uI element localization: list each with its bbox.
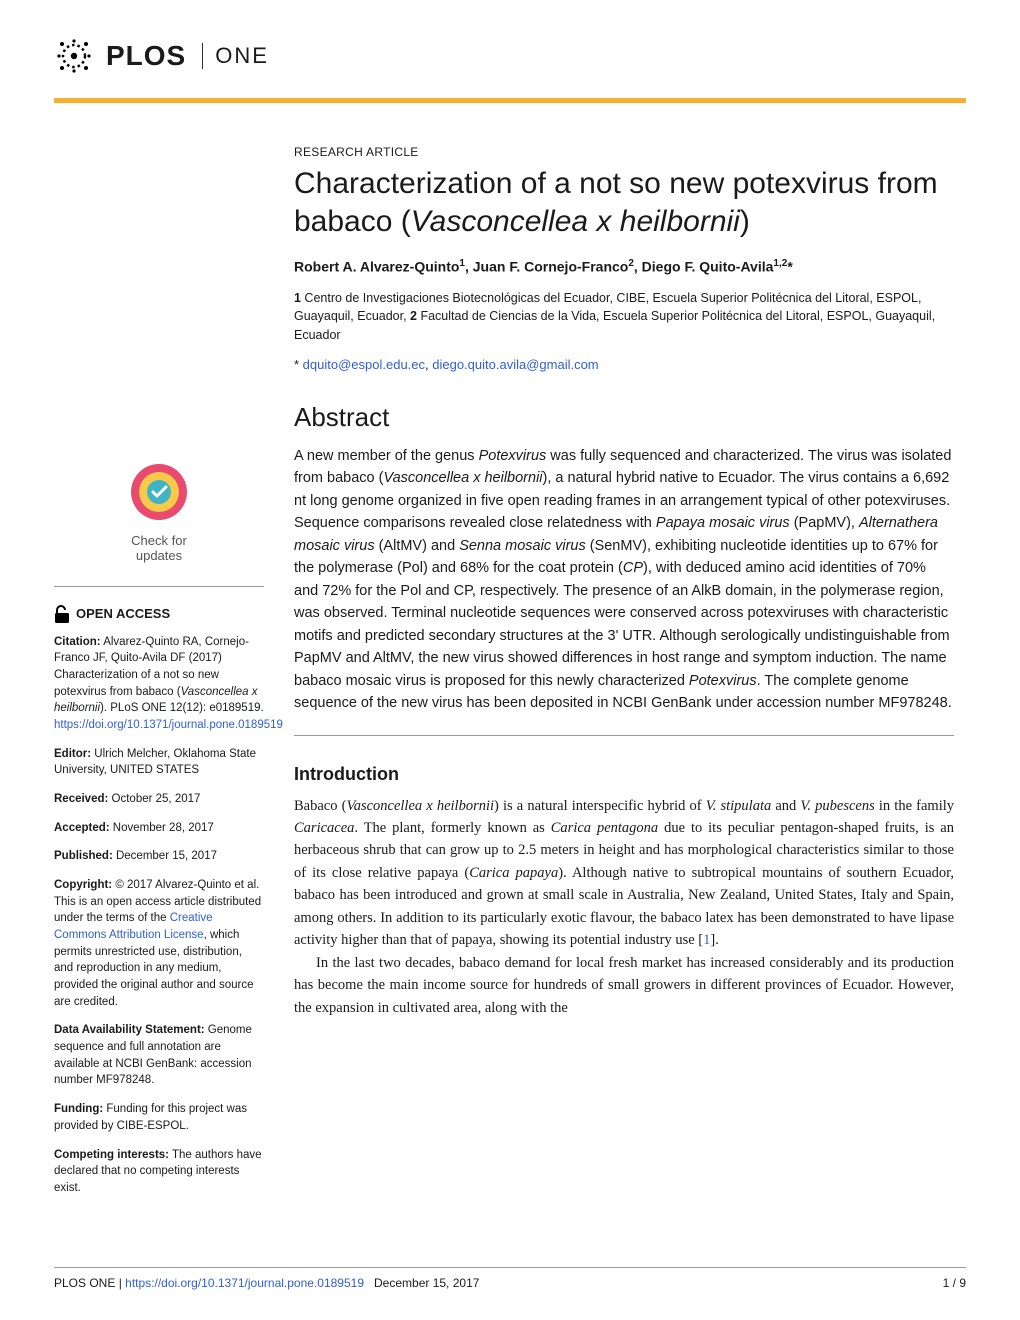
footer-journal: PLOS ONE |: [54, 1276, 125, 1290]
check-updates-label: Check for updates: [54, 533, 264, 564]
journal-name-bold: PLOS: [106, 40, 186, 72]
plos-icon: [54, 36, 94, 76]
published-label: Published:: [54, 850, 113, 862]
copyright-label: Copyright:: [54, 879, 112, 891]
introduction-heading: Introduction: [294, 764, 954, 785]
page-header: PLOS ONE: [0, 0, 1020, 86]
sidebar-divider: [54, 586, 264, 587]
check-updates-badge[interactable]: Check for updates: [54, 461, 264, 564]
sidebar: Check for updates OPEN ACCESS Citation: …: [54, 145, 264, 1209]
open-lock-icon: [54, 605, 70, 623]
competing-block: Competing interests: The authors have de…: [54, 1147, 264, 1197]
open-access-text: OPEN ACCESS: [76, 605, 170, 624]
accepted-block: Accepted: November 28, 2017: [54, 820, 264, 837]
received-label: Received:: [54, 793, 108, 805]
corresponding-email: * dquito@espol.edu.ec, diego.quito.avila…: [294, 357, 954, 372]
published-text: December 15, 2017: [113, 850, 217, 862]
open-access-badge: OPEN ACCESS: [54, 605, 264, 624]
abstract-heading: Abstract: [294, 402, 954, 433]
article-content: RESEARCH ARTICLE Characterization of a n…: [294, 145, 954, 1209]
author-list: Robert A. Alvarez-Quinto1, Juan F. Corne…: [294, 258, 954, 275]
journal-logo: PLOS ONE: [54, 36, 269, 76]
footer-doi-link[interactable]: https://doi.org/10.1371/journal.pone.018…: [125, 1276, 364, 1290]
check-updates-icon: [128, 461, 190, 523]
funding-block: Funding: Funding for this project was pr…: [54, 1101, 264, 1134]
intro-p2: In the last two decades, babaco demand f…: [294, 952, 954, 1019]
published-block: Published: December 15, 2017: [54, 848, 264, 865]
check-line1: Check for: [131, 533, 187, 548]
introduction-body: Babaco (Vasconcellea x heilbornii) is a …: [294, 795, 954, 1020]
copyright-block: Copyright: © 2017 Alvarez-Quinto et al. …: [54, 877, 264, 1010]
section-divider: [294, 735, 954, 736]
corr-email-2[interactable]: diego.quito.avila@gmail.com: [432, 357, 598, 372]
check-line2: updates: [136, 548, 182, 563]
citation-label: Citation:: [54, 636, 101, 648]
page-footer: PLOS ONE | https://doi.org/10.1371/journ…: [54, 1267, 966, 1290]
competing-label: Competing interests:: [54, 1149, 169, 1161]
footer-page: 1 / 9: [943, 1276, 966, 1290]
article-title: Characterization of a not so new potexvi…: [294, 165, 954, 240]
accepted-text: November 28, 2017: [110, 822, 214, 834]
received-block: Received: October 25, 2017: [54, 791, 264, 808]
footer-left: PLOS ONE | https://doi.org/10.1371/journ…: [54, 1276, 479, 1290]
corr-email-1[interactable]: dquito@espol.edu.ec: [303, 357, 425, 372]
footer-date: December 15, 2017: [374, 1276, 479, 1290]
editor-label: Editor:: [54, 748, 91, 760]
citation-block: Citation: Alvarez-Quinto RA, Cornejo-Fra…: [54, 634, 264, 734]
funding-label: Funding:: [54, 1103, 103, 1115]
accepted-label: Accepted:: [54, 822, 110, 834]
citation-doi-link[interactable]: https://doi.org/10.1371/journal.pone.018…: [54, 719, 283, 731]
data-availability-block: Data Availability Statement: Genome sequ…: [54, 1022, 264, 1089]
data-label: Data Availability Statement:: [54, 1024, 205, 1036]
abstract-text: A new member of the genus Potexvirus was…: [294, 445, 954, 715]
editor-block: Editor: Ulrich Melcher, Oklahoma State U…: [54, 746, 264, 779]
main-container: Check for updates OPEN ACCESS Citation: …: [0, 103, 1020, 1209]
affiliations: 1 Centro de Investigaciones Biotecnológi…: [294, 289, 954, 345]
article-type: RESEARCH ARTICLE: [294, 145, 954, 159]
received-text: October 25, 2017: [108, 793, 200, 805]
intro-p1: Babaco (Vasconcellea x heilbornii) is a …: [294, 795, 954, 952]
journal-name-light: ONE: [202, 43, 269, 69]
corr-star: *: [294, 357, 303, 372]
